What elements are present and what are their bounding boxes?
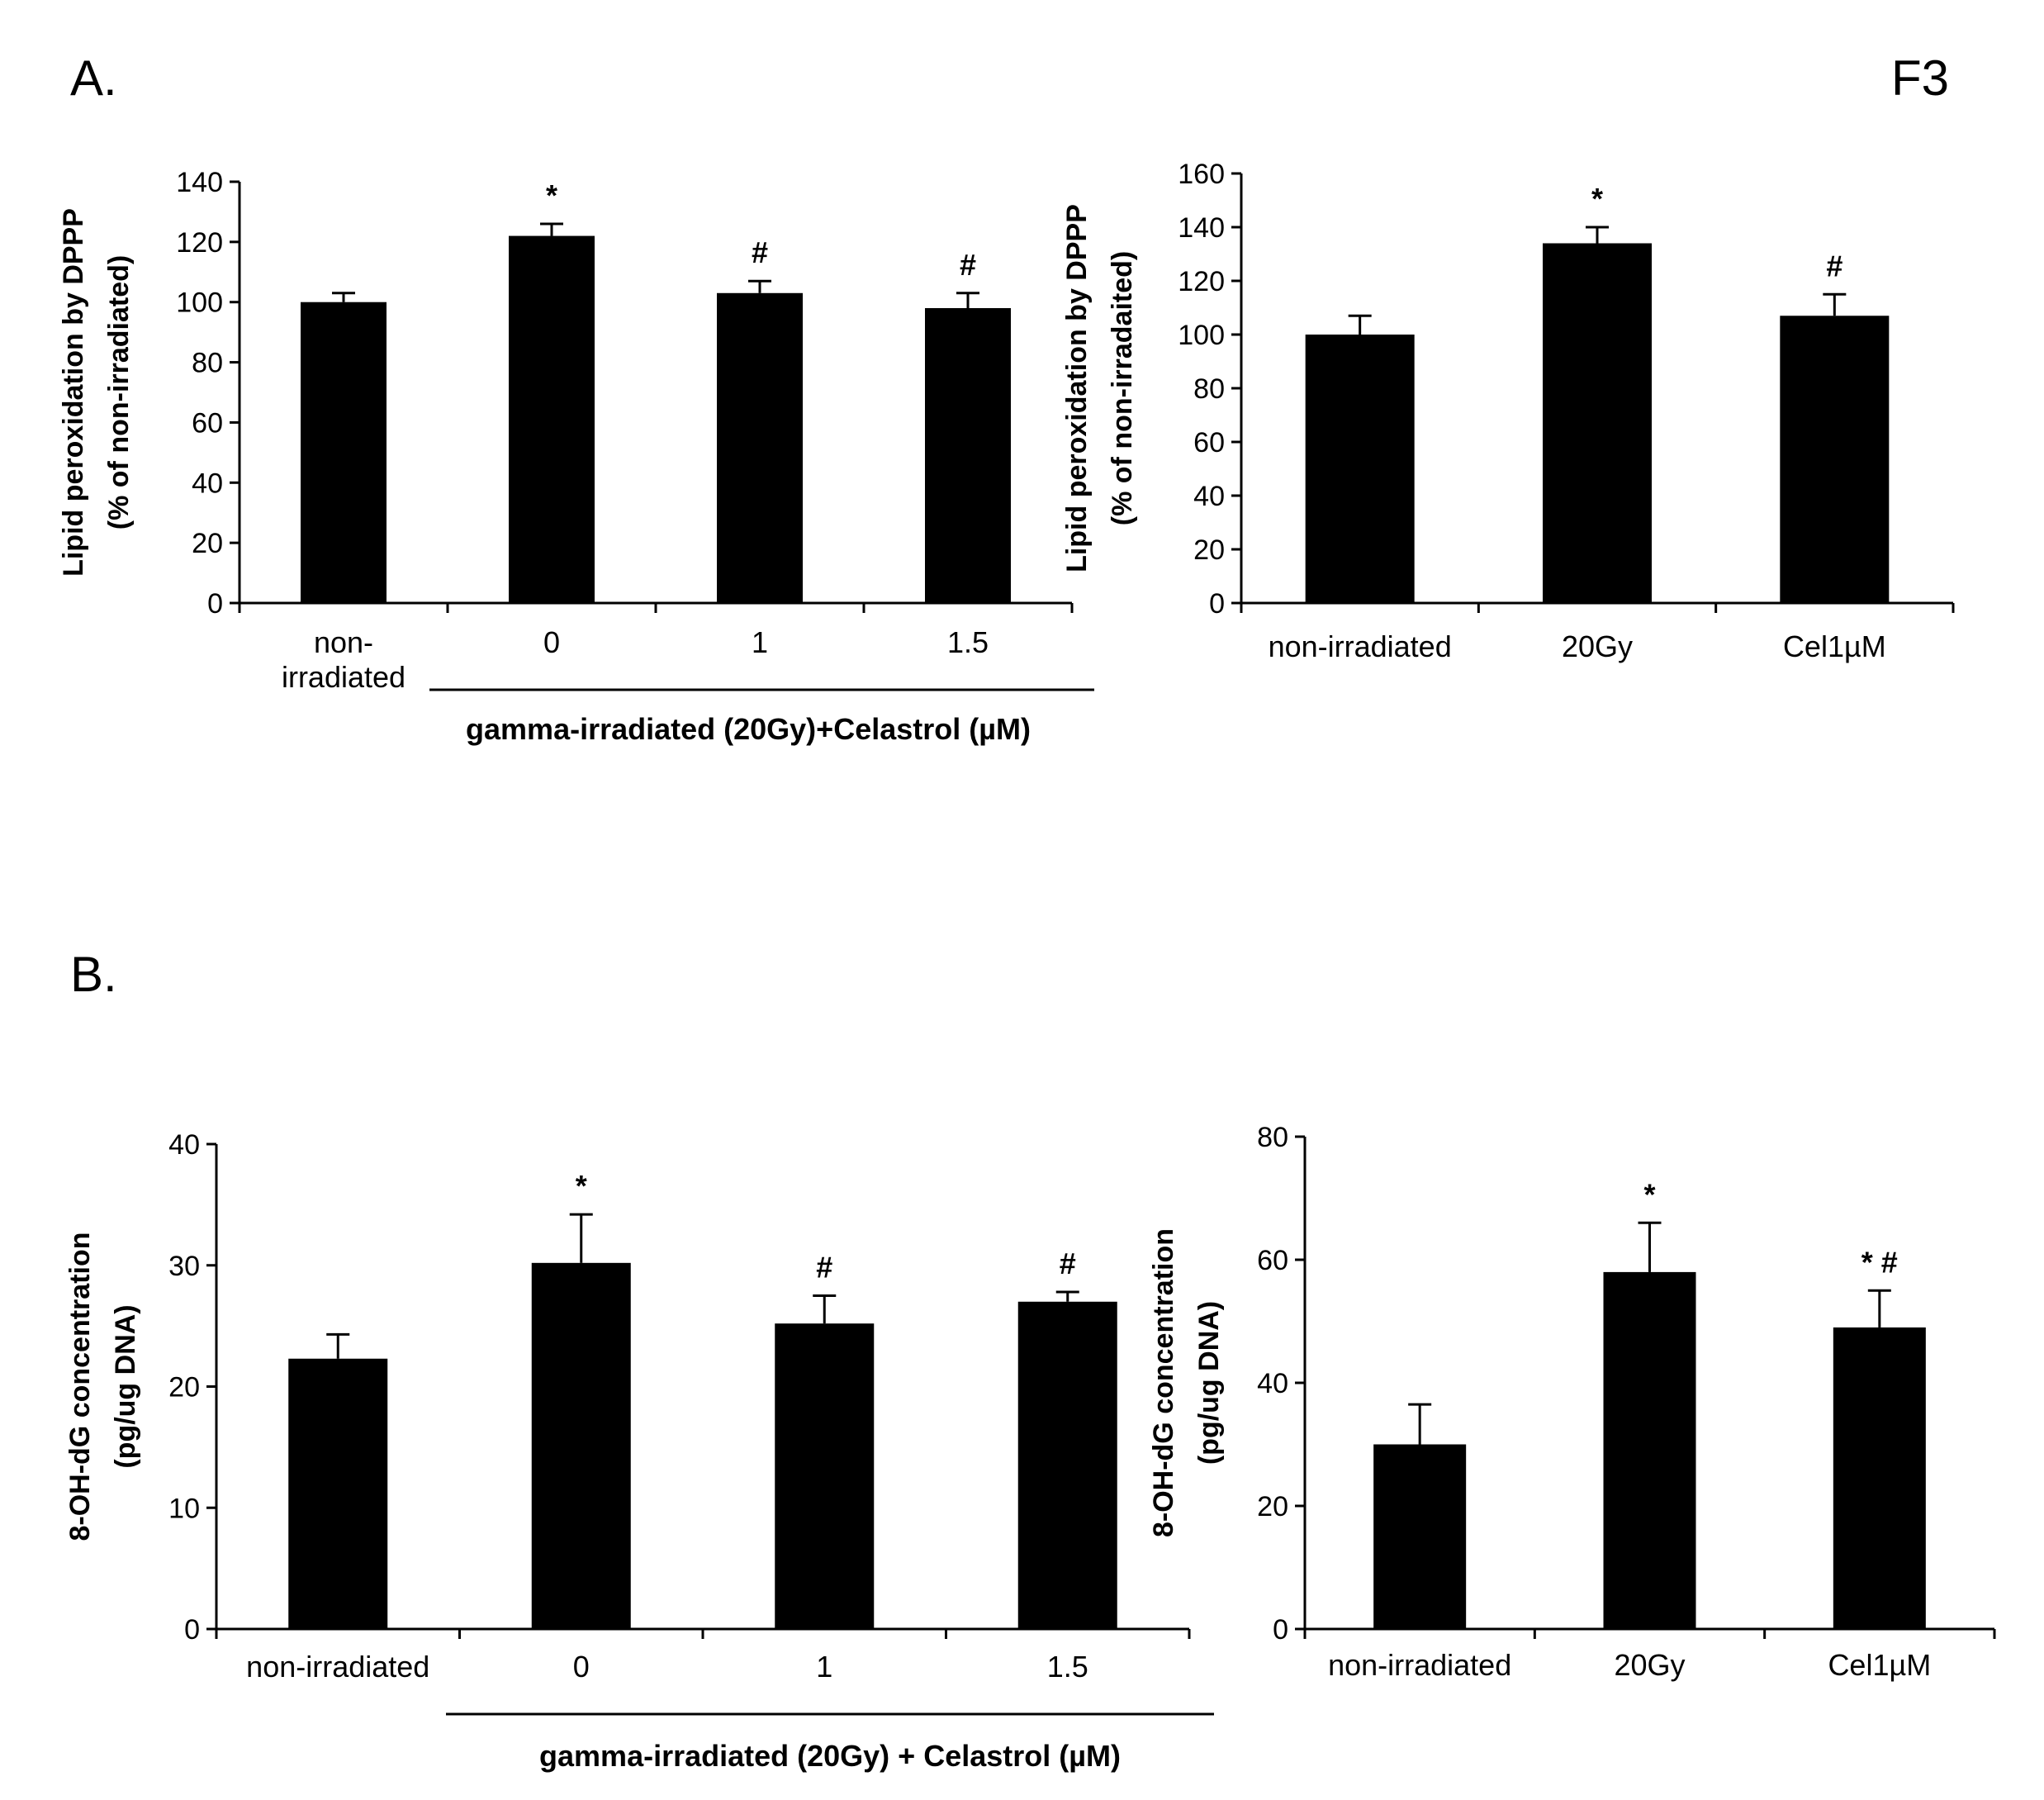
y-axis-label-sub: (pg/ug DNA) <box>110 1304 141 1468</box>
significance-marker: # <box>1826 249 1842 283</box>
y-tick-label: 20 <box>1193 534 1225 566</box>
bar <box>775 1323 875 1629</box>
y-tick-label: 0 <box>1273 1614 1288 1646</box>
y-axis-label: Lipid peroxidation by DPPP <box>58 208 89 577</box>
category-label: 1 <box>816 1650 832 1684</box>
category-label: 0 <box>573 1650 590 1684</box>
y-tick-label: 60 <box>1193 427 1225 458</box>
y-tick-label: 40 <box>1193 481 1225 512</box>
y-tick-label: 140 <box>176 167 223 198</box>
y-tick-label: 60 <box>192 407 223 439</box>
category-label: 20Gy <box>1562 629 1633 663</box>
y-tick-label: 100 <box>1178 320 1225 351</box>
y-tick-label: 0 <box>1209 588 1225 620</box>
y-tick-label: 120 <box>1178 266 1225 297</box>
significance-marker: # <box>960 248 976 282</box>
chart-a-right: 0 20 40 60 80 100 120 140 160 non-irradiated * 20Gy… <box>1061 159 1955 663</box>
category-label: 0 <box>543 625 560 659</box>
y-tick-label: 80 <box>1193 373 1225 405</box>
category-label: Cel1µM <box>1783 629 1886 663</box>
y-tick-label: 60 <box>1257 1245 1288 1276</box>
panel-a-label: A. <box>70 50 117 106</box>
bar <box>288 1358 388 1629</box>
bar <box>1603 1271 1696 1629</box>
y-tick-label: 40 <box>192 468 223 499</box>
category-label: non-irradiated <box>1269 629 1452 663</box>
y-axis-label: 8-OH-dG concentration <box>64 1232 96 1541</box>
category-label: 1 <box>752 625 768 659</box>
bar <box>717 292 803 603</box>
y-tick-label: 20 <box>192 528 223 559</box>
y-axis-label-sub: (% of non-irradiated) <box>103 255 135 530</box>
y-tick-label: 120 <box>176 227 223 259</box>
significance-marker: # <box>816 1250 832 1284</box>
y-tick-label: 0 <box>184 1614 200 1646</box>
significance-marker: * <box>1591 182 1603 216</box>
bar <box>509 235 595 603</box>
y-axis-label: Lipid peroxidation by DPPP <box>1061 204 1093 572</box>
category-label: 1.5 <box>1047 1650 1088 1684</box>
significance-marker: * <box>1643 1177 1655 1211</box>
y-tick-label: 20 <box>168 1372 200 1403</box>
y-tick-label: 160 <box>1178 159 1225 190</box>
chart-b-right: 0 20 40 60 80 non-irradiated * 20Gy * # Cel1µM 8-O… <box>1148 1122 1996 1682</box>
bar <box>1833 1327 1926 1629</box>
significance-marker: # <box>1060 1247 1076 1280</box>
y-tick-label: 40 <box>1257 1368 1288 1399</box>
significance-marker: * # <box>1861 1245 1898 1279</box>
group-label: gamma-irradiated (20Gy) + Celastrol (µM) <box>539 1739 1121 1773</box>
bar <box>1373 1444 1467 1629</box>
y-tick-label: 0 <box>207 588 223 620</box>
figure-id: F3 <box>1891 50 1949 106</box>
y-tick-label: 80 <box>1257 1122 1288 1153</box>
significance-marker: * <box>576 1169 587 1203</box>
bar <box>1017 1301 1117 1629</box>
bar <box>531 1262 631 1629</box>
y-tick-label: 80 <box>192 348 223 379</box>
category-label: non-irradiated <box>246 1650 429 1684</box>
category-label: 20Gy <box>1614 1648 1685 1682</box>
bar <box>301 302 387 603</box>
y-tick-label: 140 <box>1178 212 1225 244</box>
category-label: 1.5 <box>947 625 989 659</box>
category-label: non-irradiated <box>1328 1648 1511 1682</box>
bar <box>925 308 1011 603</box>
y-axis-label: 8-OH-dG concentration <box>1148 1228 1179 1537</box>
category-label: Cel1µM <box>1828 1648 1931 1682</box>
y-tick-label: 40 <box>168 1129 200 1161</box>
y-tick-label: 10 <box>168 1493 200 1524</box>
y-tick-label: 30 <box>168 1251 200 1282</box>
y-axis-label-sub: (% of non-irradaited) <box>1107 251 1138 525</box>
bar <box>1780 316 1890 603</box>
bar <box>1543 243 1652 603</box>
significance-marker: * <box>546 178 557 212</box>
y-tick-label: 20 <box>1257 1491 1288 1522</box>
category-label: irradiated <box>282 660 405 694</box>
y-axis-label-sub: (pg/ug DNA) <box>1193 1301 1225 1465</box>
chart-a-left: 0 20 40 60 80 100 120 140 non-irradiated * 0 #1 #1.5… <box>58 167 1094 746</box>
chart-b-left: 0 10 20 30 40 non-irradiated * 0 #1 #1.5 gamma-irr… <box>64 1129 1214 1773</box>
significance-marker: # <box>752 235 768 269</box>
bar <box>1305 335 1415 603</box>
panel-b-label: B. <box>70 947 117 1002</box>
category-label: non- <box>314 625 373 659</box>
y-tick-label: 100 <box>176 287 223 319</box>
group-label: gamma-irradiated (20Gy)+Celastrol (µM) <box>466 712 1031 746</box>
